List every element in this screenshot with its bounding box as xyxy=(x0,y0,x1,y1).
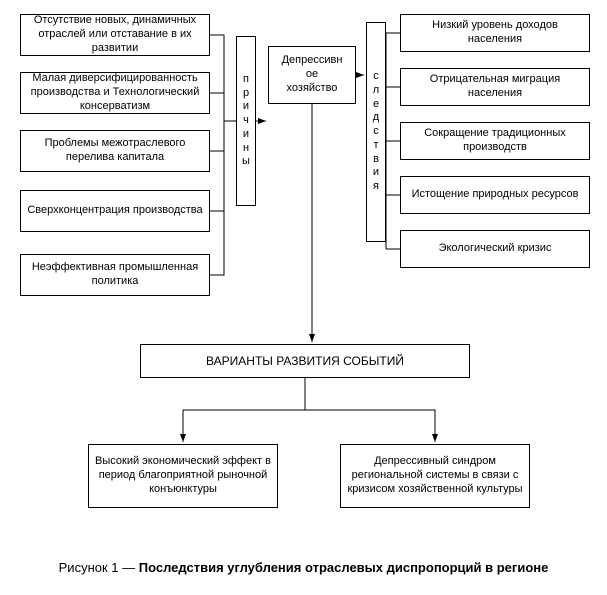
cause-box-2: Проблемы межотраслевого перелива капитал… xyxy=(20,130,210,172)
cause-box-3: Сверхконцентрация производства xyxy=(20,190,210,232)
caption-bold: Последствия углубления отраслевых диспро… xyxy=(139,560,549,575)
cause-box-4: Неэффективная промышленная политика xyxy=(20,254,210,296)
effects-header: следствия xyxy=(366,22,386,242)
effect-box-3: Истощение природных ресурсов xyxy=(400,176,590,214)
effect-box-2: Сокращение традиционных производств xyxy=(400,122,590,160)
cause-box-0: Отсутствие новых, динамичных отраслей ил… xyxy=(20,14,210,56)
figure-caption: Рисунок 1 — Последствия углубления отрас… xyxy=(0,560,607,575)
effect-box-1: Отрицательная миграция населения xyxy=(400,68,590,106)
cause-box-1: Малая диверсифицированность производства… xyxy=(20,72,210,114)
variant-left-box: Высокий экономический эффект в период бл… xyxy=(88,444,278,508)
variants-title-box: ВАРИАНТЫ РАЗВИТИЯ СОБЫТИЙ xyxy=(140,344,470,378)
variant-right-box: Депрессивный синдром региональной систем… xyxy=(340,444,530,508)
causes-header: причины xyxy=(236,36,256,206)
center-box: Депрессивноехозяйство xyxy=(268,46,356,104)
caption-prefix: Рисунок 1 — xyxy=(59,560,139,575)
effect-box-0: Низкий уровень доходов населения xyxy=(400,14,590,52)
effect-box-4: Экологический кризис xyxy=(400,230,590,268)
